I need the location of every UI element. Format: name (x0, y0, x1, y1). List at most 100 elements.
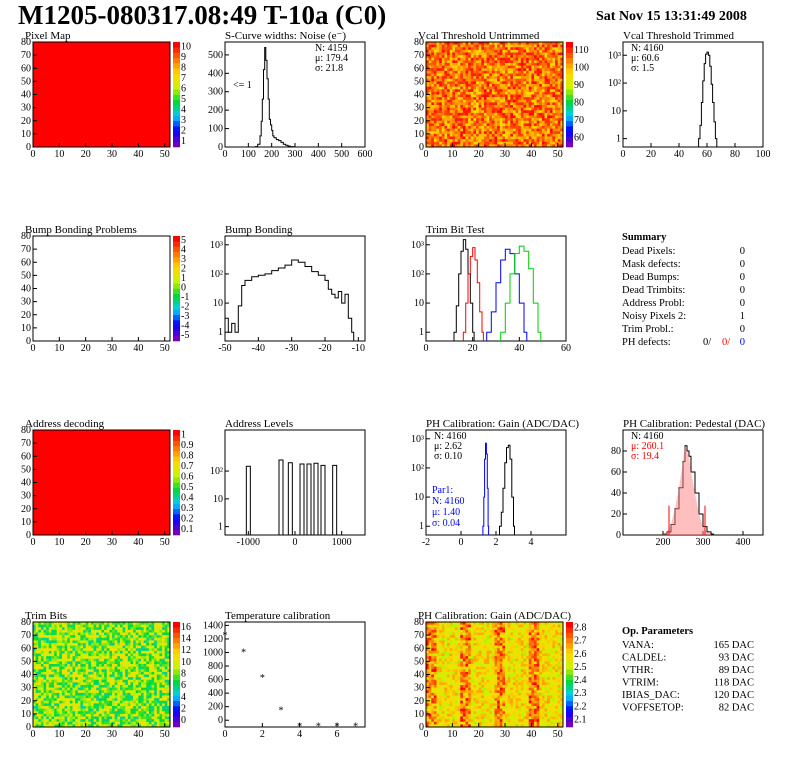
color-scale-tick: 110 (574, 45, 589, 56)
x-tick-label: 50 (553, 149, 563, 160)
summary-title: Summary (622, 232, 667, 243)
x-tick-label: 30 (107, 343, 117, 354)
x-tick-label: 0 (31, 149, 36, 160)
x-tick-label: 100 (756, 149, 771, 160)
x-tick-label: 2 (494, 537, 499, 548)
y-tick-label: 1400 (203, 620, 223, 631)
chart-title: Trim Bits (25, 610, 67, 622)
y-tick-label: 60 (21, 451, 31, 462)
stat-sigma: σ: 21.8 (315, 63, 343, 74)
chart-annotation: <= 1 (233, 80, 252, 91)
color-scale-tick: 2.8 (574, 623, 587, 634)
op-param-label: VTHR: (622, 665, 654, 676)
chart-title: Bump Bonding (225, 224, 293, 236)
x-tick-label: 80 (730, 149, 740, 160)
y-tick-label: 80 (21, 425, 31, 436)
bar (320, 464, 326, 535)
y-tick-label: 100 (208, 124, 223, 135)
x-tick-label: 30 (107, 149, 117, 160)
color-scale-tick: 16 (181, 622, 191, 633)
heatmap-cells (426, 42, 564, 148)
x-tick-label: 40 (526, 149, 536, 160)
summary-label: Address Probl: (622, 298, 685, 309)
stat-mean: μ: 1.40 (432, 507, 460, 518)
x-tick-label: 20 (81, 537, 91, 548)
y-tick-label: 50 (414, 76, 424, 87)
stat-mean: μ: 179.4 (315, 53, 348, 64)
heatmap-fill (33, 42, 170, 147)
color-scale-tick: -4 (181, 321, 189, 332)
x-tick-label: 600 (358, 149, 373, 160)
color-scale-tick: 10 (181, 41, 191, 52)
y-tick-label: 50 (414, 656, 424, 667)
y-tick-label: 80 (21, 37, 31, 48)
x-tick-label: 30 (500, 149, 510, 160)
page-title: M1205-080317.08:49 T-10a (C0) (18, 0, 387, 30)
y-tick-label: 1 (218, 522, 223, 533)
x-tick-label: 1000 (332, 537, 352, 548)
color-scale-tick: 0.4 (181, 492, 194, 503)
summary-label: Noisy Pixels 2: (622, 311, 686, 322)
scatter-point: * (260, 673, 265, 684)
y-tick-label: 60 (21, 63, 31, 74)
color-scale-tick: 3 (181, 115, 186, 126)
chart-title: Temperature calibration (225, 610, 331, 622)
plot-frame (425, 235, 567, 342)
y-tick-label: 20 (611, 509, 621, 520)
x-tick-label: 500 (334, 149, 349, 160)
x-tick-label: 30 (500, 729, 510, 740)
y-tick-label: 1200 (203, 634, 223, 645)
color-scale-tick: 6 (181, 83, 186, 94)
color-scale-tick: 90 (574, 80, 584, 91)
ph-defect-value: 0/ (703, 337, 711, 348)
color-scale-tick: 0.6 (181, 471, 194, 482)
x-tick-label: 10 (447, 729, 457, 740)
x-tick-label: 300 (696, 537, 711, 548)
chart-title: Trim Bit Test (426, 224, 485, 236)
color-scale-tick: 4 (181, 244, 186, 255)
chart-title: Vcal Threshold Trimmed (623, 30, 735, 42)
x-tick-label: 10 (54, 343, 64, 354)
color-scale-tick: 70 (574, 115, 584, 126)
color-scale-tick: 100 (574, 62, 589, 73)
series-line (462, 247, 484, 341)
chart-address-levels: Address Levels -1000 0 1000 1 10 10² (210, 418, 366, 548)
stat-N: N: 4160 (631, 43, 664, 54)
x-tick-label: 0 (621, 149, 626, 160)
x-tick-label: 0 (459, 537, 464, 548)
op-param-label: VTRIM: (622, 678, 659, 689)
color-scale-tick: 1 (181, 429, 186, 440)
y-tick-label: 400 (208, 688, 223, 699)
y-tick-label: 40 (21, 478, 31, 489)
bar (299, 463, 305, 535)
x-tick-label: 20 (81, 729, 91, 740)
y-tick-label: 10 (414, 492, 424, 503)
histogram-line (254, 47, 297, 148)
heatmap-cells (426, 622, 564, 728)
y-tick-label: 0 (419, 142, 424, 153)
x-tick-label: -50 (218, 343, 231, 354)
op-param-label: VANA: (622, 640, 654, 651)
y-tick-label: 200 (208, 702, 223, 713)
summary-value: 0 (740, 324, 745, 335)
color-scale-tick: 2.7 (574, 636, 587, 647)
bar (332, 464, 338, 535)
y-tick-label: 400 (208, 68, 223, 79)
x-tick-label: -10 (352, 343, 365, 354)
chart-title: Vcal Threshold Untrimmed (418, 30, 540, 42)
y-tick-label: 20 (21, 696, 31, 707)
color-scale: 60 70 80 90 100 110 (566, 42, 589, 148)
summary-label: PH defects: (622, 337, 671, 348)
y-tick-label: 40 (21, 670, 31, 681)
y-tick-label: 10 (611, 106, 621, 117)
chart-bump-bonding: Bump Bonding -50 -40 -30 -20 -10 1 10 10² 10³ (210, 224, 366, 354)
color-scale: 0.10.20.30.40.50.60.70.80.91 (173, 429, 194, 536)
x-tick-label: 200 (656, 537, 671, 548)
y-tick-label: 10³ (411, 434, 424, 445)
heatmap-fill (33, 430, 170, 535)
